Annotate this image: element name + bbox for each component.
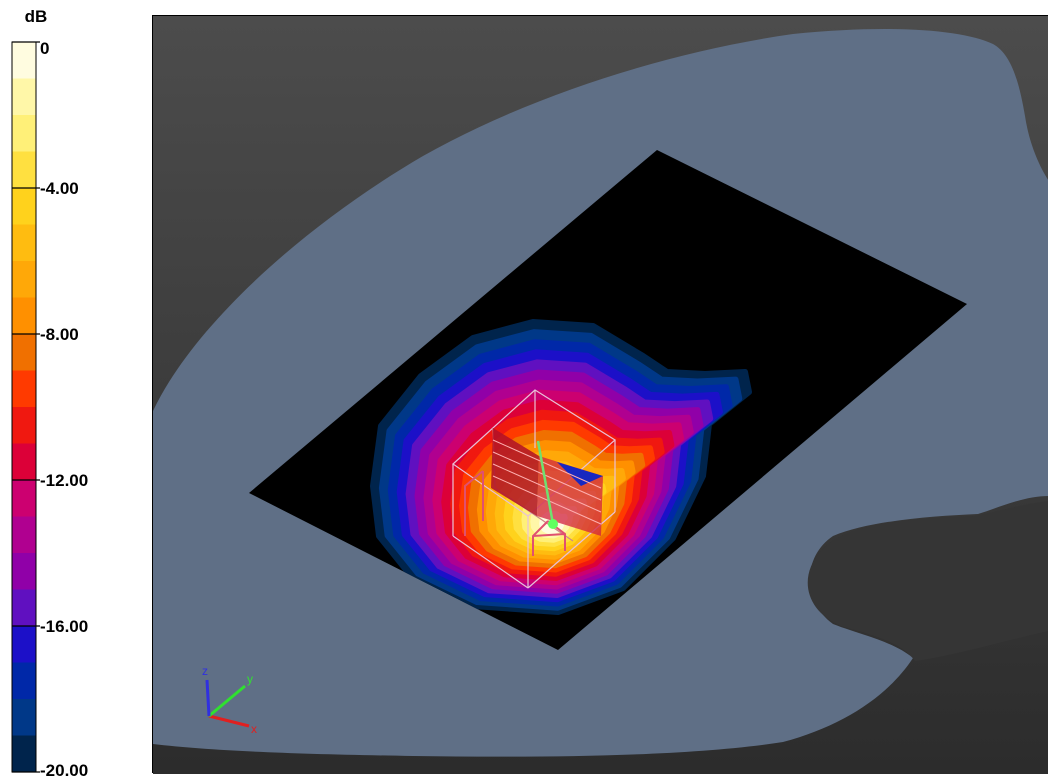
legend-tick-label: -8.00 bbox=[40, 325, 79, 344]
legend-tick-label: -16.00 bbox=[40, 617, 88, 636]
legend-band bbox=[12, 151, 36, 189]
device-frame bbox=[464, 470, 566, 556]
axes-triad: x y z bbox=[202, 664, 257, 736]
z-axis-icon bbox=[205, 679, 211, 717]
legend-band bbox=[12, 297, 36, 335]
cutout-region bbox=[807, 501, 1048, 661]
legend-tick-label: -4.00 bbox=[40, 179, 79, 198]
legend-band bbox=[12, 443, 36, 481]
legend-band bbox=[12, 407, 36, 444]
sar-scene[interactable]: x y z bbox=[153, 16, 1048, 774]
legend-band bbox=[12, 480, 36, 517]
legend-band bbox=[12, 553, 36, 590]
legend-band bbox=[12, 662, 36, 700]
legend-band bbox=[12, 370, 36, 408]
legend-band bbox=[12, 42, 36, 79]
axis-z-label: z bbox=[202, 664, 208, 678]
3d-viewport[interactable]: x y z bbox=[152, 15, 1048, 774]
x-axis-icon bbox=[208, 714, 250, 728]
legend-color-bands bbox=[12, 42, 36, 773]
legend-band bbox=[12, 115, 36, 152]
legend-band bbox=[12, 516, 36, 554]
legend-tick-label: -20.00 bbox=[40, 761, 88, 776]
axis-x-label: x bbox=[251, 722, 257, 736]
legend-band bbox=[12, 735, 36, 773]
axis-y-label: y bbox=[247, 672, 253, 686]
probe bbox=[536, 440, 558, 529]
legend-band bbox=[12, 261, 36, 298]
y-axis-icon bbox=[208, 684, 246, 718]
legend-band bbox=[12, 78, 36, 116]
color-scale-legend: dB 0 -4.00 -8.00 -12.00 -16.00 -20.00 bbox=[11, 7, 88, 776]
legend-ticks: 0 -4.00 -8.00 -12.00 -16.00 -20.00 bbox=[12, 39, 88, 776]
antenna-block bbox=[491, 428, 603, 536]
legend-tick-label: 0 bbox=[40, 39, 49, 58]
legend-band bbox=[12, 224, 36, 262]
legend-band bbox=[12, 699, 36, 736]
legend-unit-label: dB bbox=[25, 7, 48, 26]
legend-tick-label: -12.00 bbox=[40, 471, 88, 490]
legend-band bbox=[12, 589, 36, 627]
legend-band bbox=[12, 188, 36, 225]
legend-band bbox=[12, 334, 36, 371]
legend-band bbox=[12, 626, 36, 663]
